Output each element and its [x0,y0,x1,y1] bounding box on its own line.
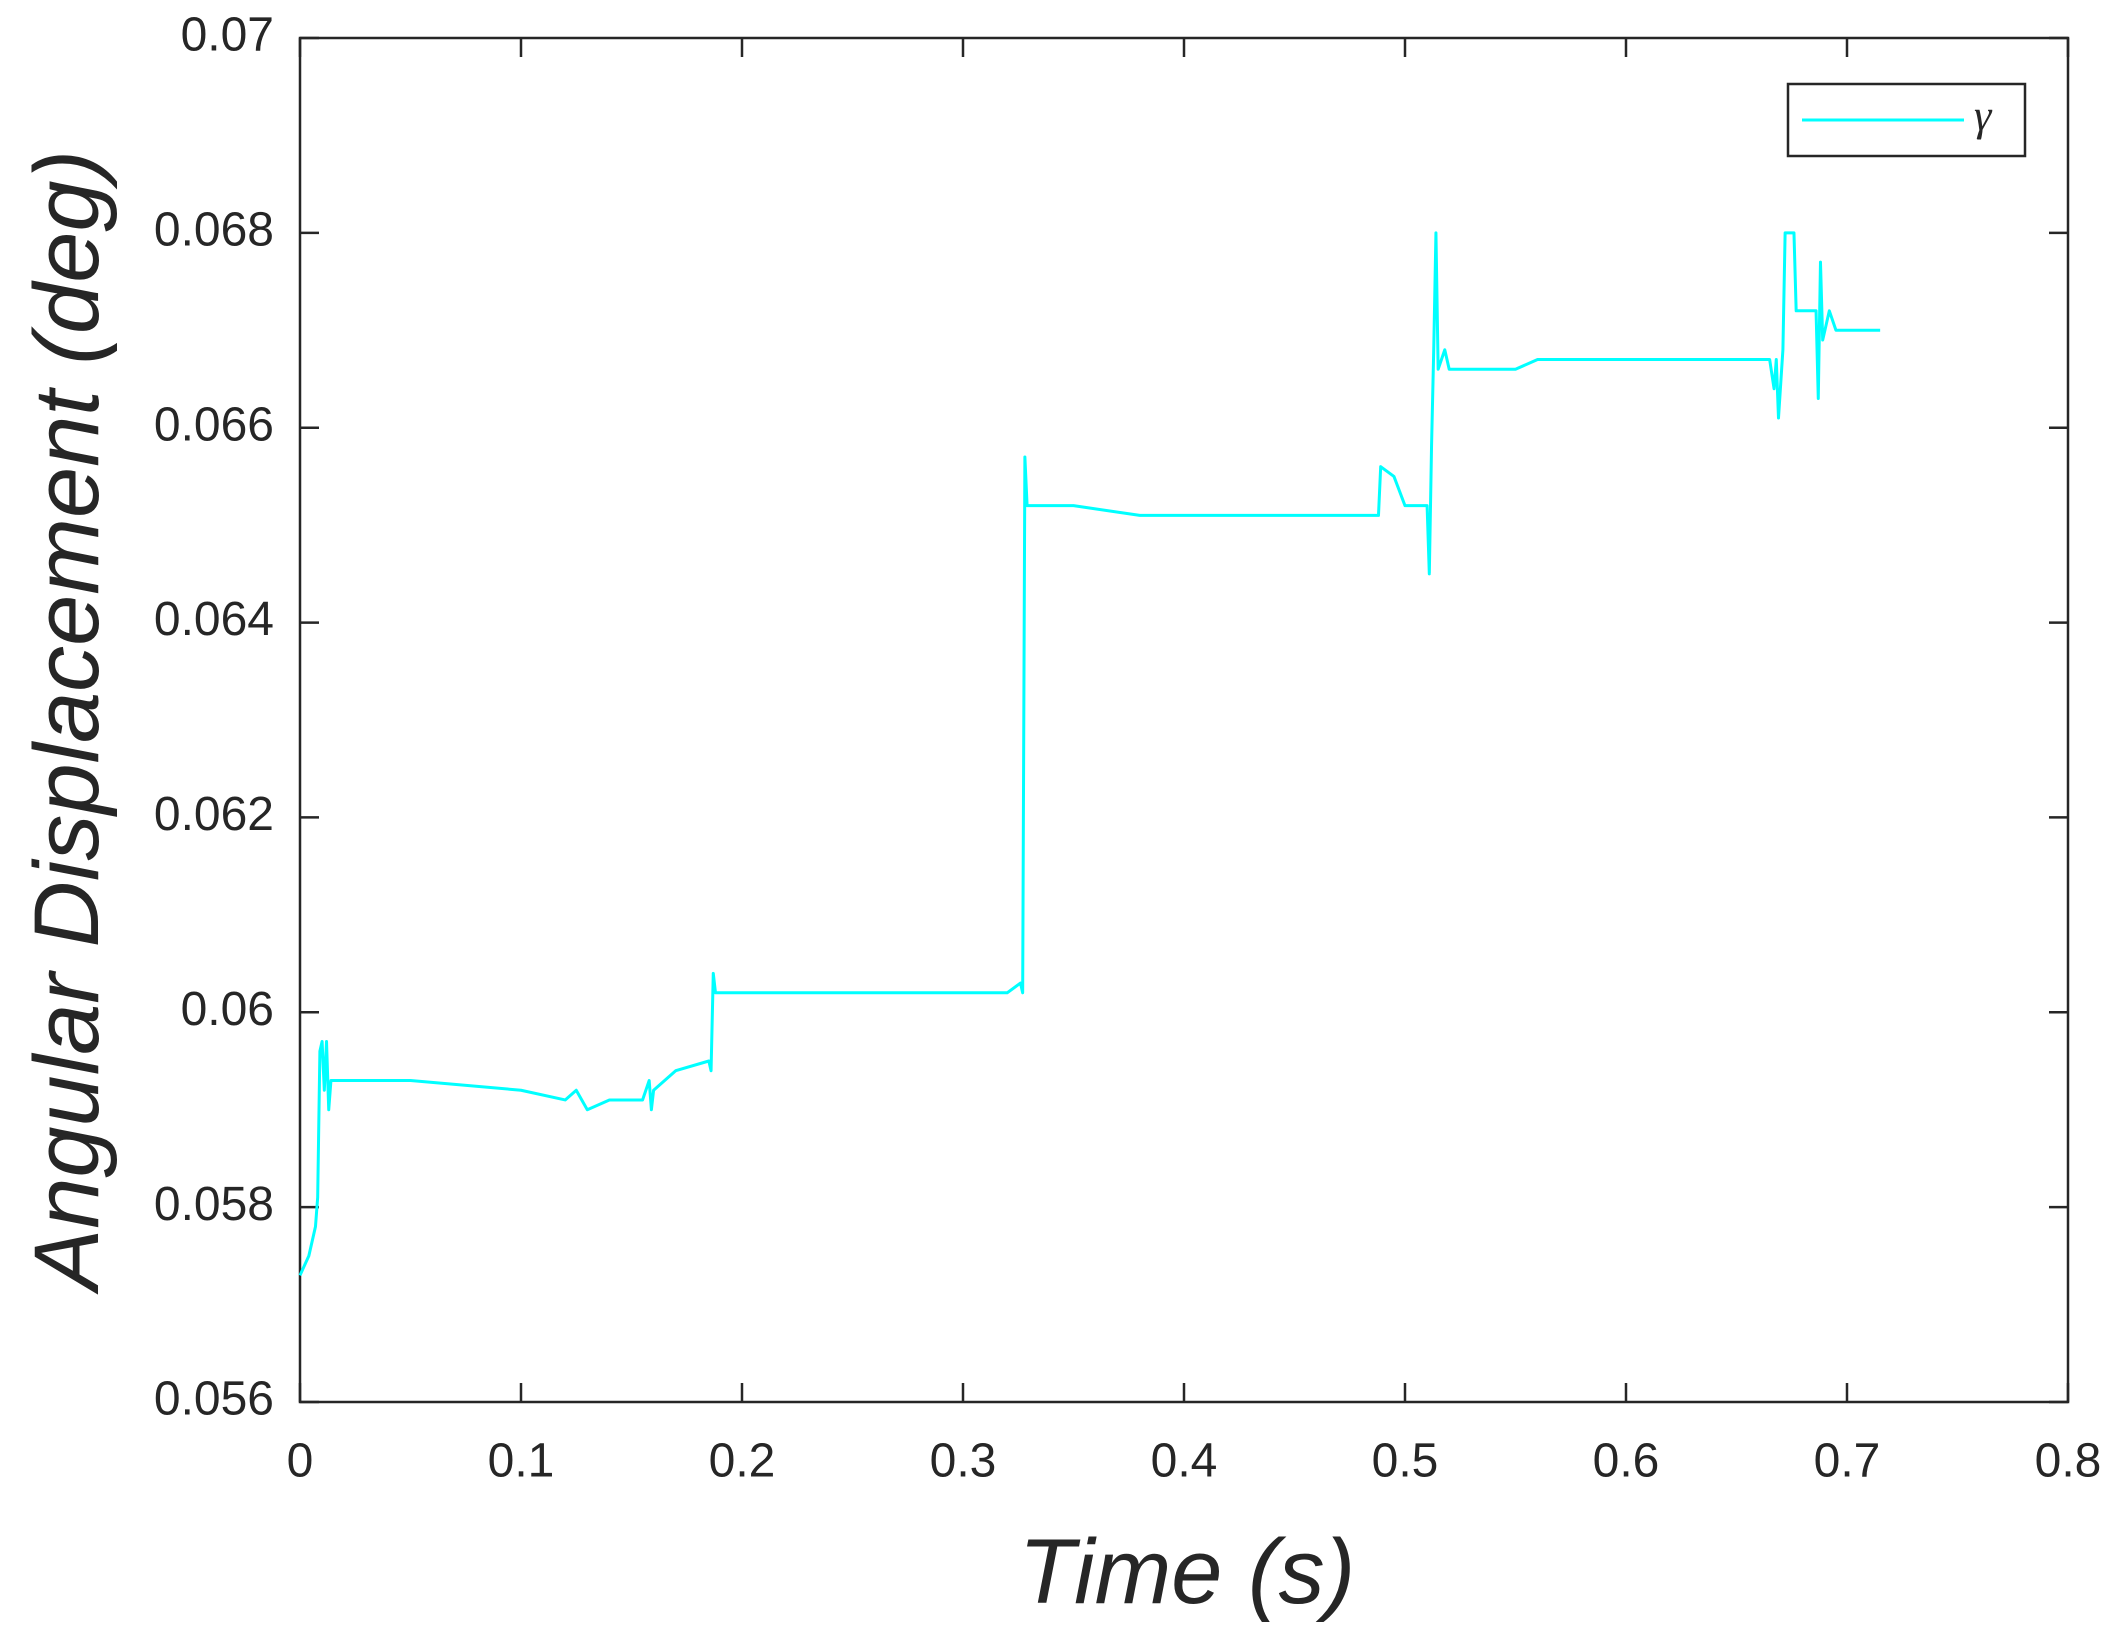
x-tick-label: 0.6 [1593,1435,1660,1488]
x-tick-label: 0.5 [1372,1435,1439,1488]
x-tick-label: 0.1 [488,1435,555,1488]
x-tick-label: 0 [287,1435,314,1488]
x-tick-label: 0.4 [1151,1435,1218,1488]
y-tick-label: 0.056 [154,1373,274,1426]
x-tick-label: 0.3 [930,1435,997,1488]
legend-label: γ [1974,91,1993,140]
y-tick-label: 0.058 [154,1178,274,1231]
y-tick-label: 0.068 [154,204,274,257]
y-tick-label: 0.062 [154,788,274,841]
x-axis-label: Time (s) [1019,1521,1355,1623]
x-tick-label: 0.7 [1814,1435,1881,1488]
y-axis-label: Angular Displacement (deg) [16,150,118,1295]
y-tick-label: 0.06 [181,983,274,1036]
x-tick-label: 0.8 [2035,1435,2102,1488]
plot-area [298,36,2070,1404]
y-tick-label: 0.07 [181,9,274,62]
y-tick-label: 0.064 [154,593,274,646]
data-line [298,231,1881,1276]
y-tick-label: 0.066 [154,398,274,451]
x-tick-label: 0.2 [709,1435,776,1488]
